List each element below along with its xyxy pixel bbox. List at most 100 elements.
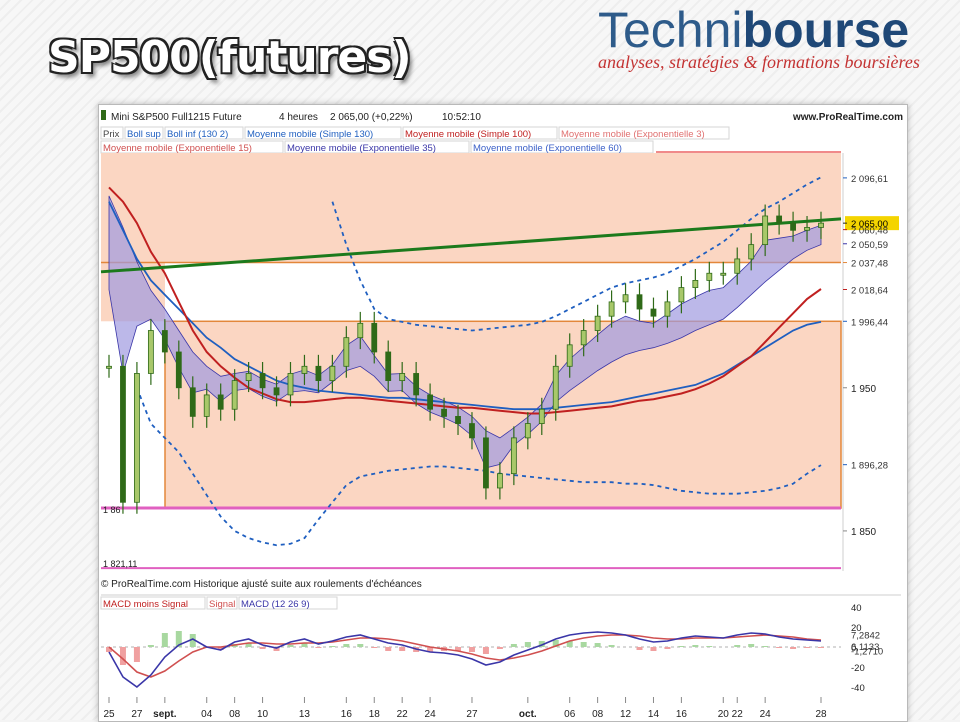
x-tick-label: 16: [341, 709, 353, 720]
macd-histogram-bar: [692, 645, 699, 647]
macd-histogram-bar: [678, 646, 685, 647]
macd-line: [108, 631, 822, 689]
header-source-url: www.ProRealTime.com: [792, 112, 903, 123]
logo-light: Techni: [598, 2, 743, 58]
low-corner-label: 1 821,11: [103, 559, 137, 569]
candle-body: [552, 365, 559, 410]
x-tick-label: 04: [201, 709, 213, 720]
x-tick-label: 27: [466, 709, 478, 720]
candle-body: [790, 222, 796, 231]
macd-histogram-bar: [119, 647, 126, 665]
technibourse-logo: Technibourse analyses, stratégies & form…: [598, 2, 938, 73]
candle-body: [399, 373, 406, 382]
slide-title: SP500(futures): [48, 32, 412, 83]
macd-histogram-bar: [496, 647, 503, 649]
macd-histogram-bar: [804, 647, 811, 648]
macd-histogram-bar: [650, 647, 657, 651]
legend-label: Boll inf (130 2): [167, 129, 228, 140]
signal-line: [108, 634, 822, 678]
macd-histogram-bar: [566, 641, 573, 647]
macd-legend-chip: [100, 596, 206, 610]
candle-body: [385, 351, 392, 382]
candle-body: [203, 394, 210, 417]
header-time: 10:52:10: [442, 112, 481, 123]
candle-body: [706, 272, 713, 281]
candle-body: [175, 351, 182, 389]
footer-note: © ProRealTime.com Historique ajusté suit…: [101, 579, 422, 590]
x-tick-label: 25: [103, 709, 115, 720]
candle-body: [734, 258, 741, 274]
x-tick-label: 27: [131, 709, 143, 720]
candle-body: [245, 373, 252, 382]
x-tick-label: 16: [676, 709, 688, 720]
macd-histogram-bar: [748, 644, 755, 647]
x-tick-label: 22: [397, 709, 409, 720]
legend-chip: [100, 126, 124, 140]
chart-panel: Mini S&P500 Full1215 Future 4 heures 2 065…: [98, 104, 908, 722]
macd-histogram-bar: [818, 647, 824, 648]
macd-histogram-bar: [371, 647, 378, 648]
candle-body: [622, 294, 629, 303]
x-tick-label: 08: [229, 709, 241, 720]
candle-body: [804, 227, 810, 231]
x-tick-label: oct.: [519, 709, 537, 720]
candle-body: [413, 373, 420, 396]
macd-histogram-bar: [161, 633, 168, 647]
candle-body: [538, 408, 545, 424]
candle-body: [343, 337, 350, 367]
x-tick-label: 10: [257, 709, 269, 720]
candle-body: [301, 365, 308, 374]
candle-body: [357, 322, 364, 339]
candle-body: [134, 373, 140, 503]
candle-body: [161, 330, 168, 353]
x-tick-label: 20: [718, 709, 730, 720]
candle-body: [580, 330, 587, 346]
macd-histogram-bar: [427, 647, 434, 652]
macd-histogram-bar: [259, 647, 266, 649]
macd-histogram-bar: [217, 647, 224, 650]
macd-histogram-bar: [482, 647, 489, 654]
macd-histogram-bar: [133, 647, 140, 662]
candle-body: [650, 308, 657, 317]
x-tick-label: 06: [564, 709, 576, 720]
x-tick-label: 24: [425, 709, 437, 720]
macd-y-tick-label: -20: [851, 663, 865, 674]
macd-y-tick-label: -40: [851, 683, 865, 694]
legend-label: Moyenne mobile (Simple 130): [247, 129, 373, 140]
candle-body: [692, 280, 699, 288]
candle-body: [497, 473, 503, 489]
macd-histogram-bar: [455, 647, 462, 651]
x-tick-label: sept.: [153, 709, 177, 720]
macd-histogram-bar: [287, 645, 294, 647]
candle-body: [371, 322, 378, 353]
macd-histogram-bar: [706, 646, 713, 647]
candle-body: [315, 365, 322, 382]
candle-body: [748, 244, 755, 260]
candle-body: [441, 408, 447, 417]
header-last: 2 065,00 (+0,22%): [330, 112, 413, 123]
legend-label: Moyenne mobile (Exponentielle 60): [473, 143, 622, 154]
candle-body: [120, 365, 126, 503]
candle-body: [273, 387, 280, 396]
macd-histogram-bar: [594, 643, 601, 647]
macd-histogram-bar: [510, 644, 517, 647]
x-tick-label: 24: [760, 709, 772, 720]
ema-band: [108, 195, 822, 469]
macd-histogram-bar: [664, 647, 671, 649]
legend-label: Moyenne mobile (Exponentielle 35): [287, 143, 436, 154]
candle-body: [608, 301, 615, 317]
candle-body: [762, 215, 769, 246]
legend-chip: [124, 126, 164, 140]
sma-100-line: [108, 186, 822, 415]
macd-histogram-bar: [580, 642, 587, 647]
candle-body: [427, 394, 433, 410]
trading-range-box: [164, 320, 842, 509]
macd-histogram-bar: [790, 647, 797, 649]
logo-bold: bourse: [742, 2, 910, 58]
macd-histogram-bar: [385, 647, 392, 651]
price-chart: Mini S&P500 Full1215 Future 4 heures 2 065…: [100, 110, 903, 720]
macd-histogram-bar: [329, 646, 336, 647]
x-tick-label: 14: [648, 709, 660, 720]
macd-histogram-bar: [273, 647, 280, 651]
legend-chip: [402, 126, 558, 140]
